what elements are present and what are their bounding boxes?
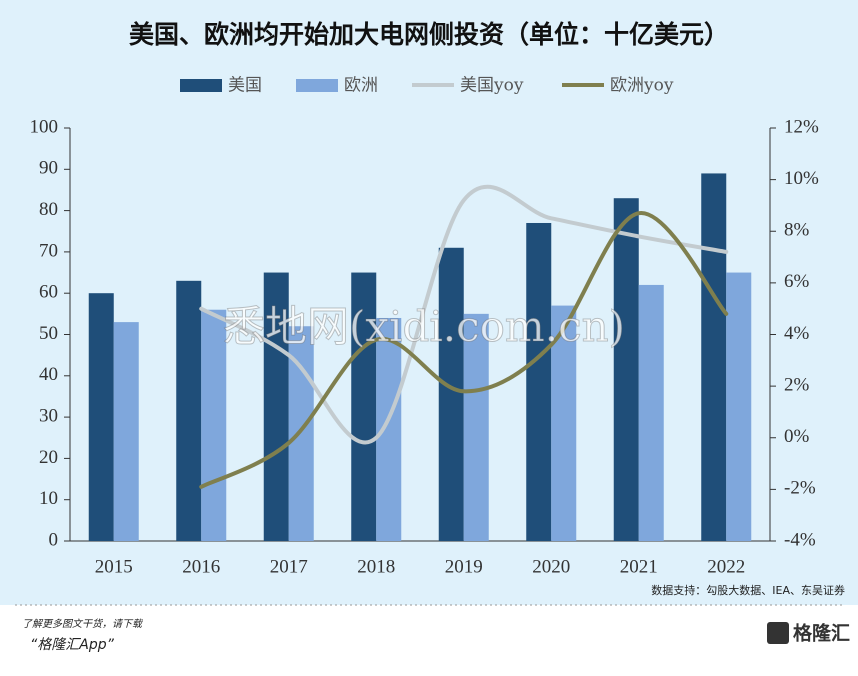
bar — [176, 280, 202, 541]
legend-label: 欧洲 — [344, 76, 378, 96]
y-tick-label: 40 — [39, 364, 58, 385]
legend-label: 美国 — [228, 76, 262, 96]
x-tick-label: 2019 — [445, 556, 483, 577]
footer-text: 了解更多图文干货，请下载 — [22, 618, 144, 630]
legend-swatch — [180, 79, 222, 92]
bar — [351, 272, 377, 541]
y2-tick-label: 0% — [784, 426, 810, 447]
y2-tick-label: 2% — [784, 374, 810, 395]
chart-title: 美国、欧洲均开始加大电网侧投资（单位：十亿美元） — [129, 20, 729, 49]
y2-tick-label: 4% — [784, 323, 810, 344]
x-tick-label: 2021 — [620, 556, 658, 577]
source: 数据支持：勾股大数据、IEA、东吴证券 — [651, 583, 845, 597]
bar — [263, 272, 289, 541]
footer-app: “格隆汇App” — [30, 637, 115, 653]
x-tick-label: 2017 — [270, 556, 308, 577]
logo-text: 格隆汇 — [793, 622, 850, 645]
line — [199, 211, 729, 489]
x-tick-label: 2018 — [357, 556, 395, 577]
watermark: 悉地网(xidi.com.cn) — [223, 302, 625, 351]
legend-label: 美国yoy — [460, 76, 524, 96]
bar — [88, 293, 114, 541]
y2-tick-label: 12% — [784, 116, 819, 137]
y-tick-label: 0 — [49, 529, 59, 550]
y-tick-label: 50 — [39, 323, 58, 344]
y-tick-label: 100 — [30, 116, 59, 137]
bar — [288, 326, 314, 541]
legend-swatch — [296, 79, 338, 92]
x-tick-label: 2020 — [532, 556, 570, 577]
y-tick-label: 30 — [39, 405, 58, 426]
y2-tick-label: 8% — [784, 220, 810, 241]
y-tick-label: 60 — [39, 282, 58, 303]
line — [199, 184, 729, 445]
y2-tick-label: 6% — [784, 271, 810, 292]
bar — [113, 322, 139, 541]
bar — [726, 272, 752, 541]
bar — [638, 284, 664, 541]
bar — [438, 247, 464, 541]
bar — [526, 222, 552, 542]
y-tick-label: 20 — [39, 447, 58, 468]
logo-icon — [767, 622, 789, 644]
y-tick-label: 10 — [39, 488, 58, 509]
y-tick-label: 90 — [39, 158, 58, 179]
x-tick-label: 2022 — [707, 556, 745, 577]
x-tick-label: 2015 — [95, 556, 133, 577]
y2-tick-label: 10% — [784, 168, 819, 189]
bar — [551, 305, 577, 541]
legend-label: 欧洲yoy — [610, 76, 674, 96]
bar — [701, 173, 727, 541]
y-tick-label: 80 — [39, 199, 58, 220]
x-tick-label: 2016 — [182, 556, 220, 577]
y2-tick-label: -4% — [784, 529, 816, 550]
y-tick-label: 70 — [39, 240, 58, 261]
bar — [201, 309, 227, 541]
y2-tick-label: -2% — [784, 478, 816, 499]
bar — [463, 313, 489, 541]
bar — [613, 198, 639, 541]
bar — [376, 317, 402, 541]
